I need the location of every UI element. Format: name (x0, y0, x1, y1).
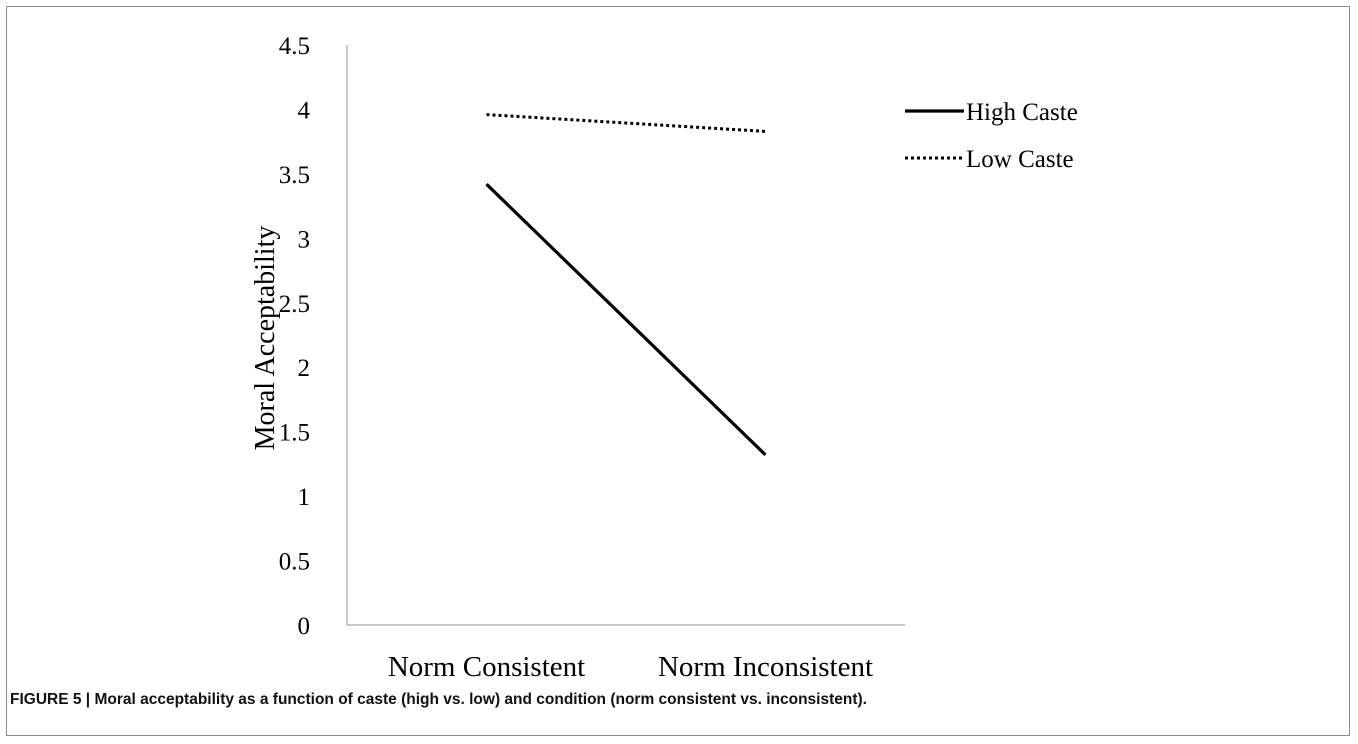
y-tick-label: 2 (298, 355, 311, 382)
y-tick-label: 2.5 (279, 291, 310, 318)
caption-label: FIGURE 5 | (10, 691, 91, 708)
y-tick-label: 4.5 (279, 33, 310, 60)
legend-label: High Caste (966, 99, 1078, 126)
y-tick-label: 4 (298, 97, 311, 124)
x-tick-label: Norm Inconsistent (658, 651, 873, 683)
x-tick-labels: Norm Consistent Norm Inconsistent (388, 651, 873, 683)
y-tick-label: 0.5 (279, 549, 310, 576)
caption-text: Moral acceptability as a function of cas… (94, 691, 867, 708)
y-axis-label: Moral Acceptability (250, 226, 281, 451)
y-tick-label: 3.5 (279, 162, 310, 189)
y-tick-label: 0 (298, 613, 311, 640)
figure-caption: FIGURE 5 | Moral acceptability as a func… (10, 691, 1340, 709)
y-tick-label: 1.5 (279, 420, 310, 447)
series-lines (485, 113, 767, 457)
series-line-low-caste (486, 113, 766, 133)
legend: High Caste Low Caste (905, 99, 1078, 173)
y-tick-labels: 0 0.5 1 1.5 2 2.5 3 3.5 4 4.5 (279, 33, 311, 640)
y-tick-label: 3 (298, 226, 311, 253)
x-tick-label: Norm Consistent (388, 651, 585, 683)
series-line-high-caste (485, 183, 767, 457)
legend-label: Low Caste (966, 146, 1074, 173)
y-tick-label: 1 (298, 484, 311, 511)
